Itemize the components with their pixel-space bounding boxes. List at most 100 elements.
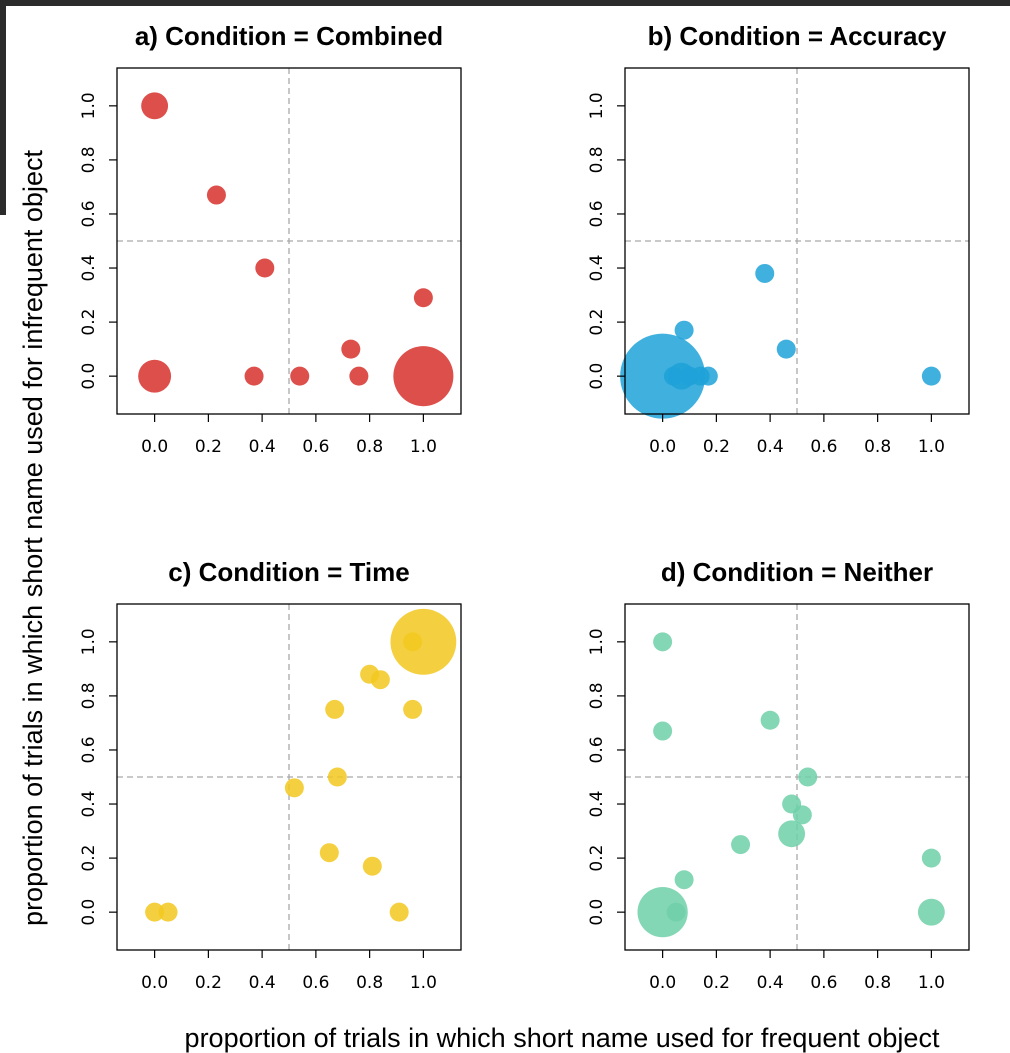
y-tick-label: 0.6 [79, 200, 99, 227]
x-tick-label: 0.4 [757, 437, 784, 457]
x-tick-label: 0.6 [302, 437, 329, 457]
y-tick-label: 0.6 [587, 736, 607, 763]
data-point [778, 820, 806, 848]
data-point [255, 258, 275, 278]
data-point [698, 366, 718, 386]
y-axis-label: proportion of trials in which short name… [18, 150, 48, 926]
x-tick-label: 0.8 [356, 437, 383, 457]
y-tick-label: 0.2 [79, 845, 99, 872]
plot-frame [624, 603, 970, 951]
y-tick-label: 0.4 [587, 255, 607, 282]
y-tick-label: 0.2 [587, 845, 607, 872]
data-point [284, 778, 304, 798]
panel-b: b) Condition = Accuracy 0.0 0.2 0.4 0.6 0.8 1.… [587, 21, 970, 457]
data-point [141, 92, 169, 120]
x-tick-label: 0.0 [649, 973, 676, 993]
x-axis-label: proportion of trials in which short name… [185, 1023, 940, 1053]
y-tick-label: 0.0 [587, 363, 607, 390]
y-tick-label: 0.0 [79, 363, 99, 390]
panel-title: b) Condition = Accuracy [648, 21, 947, 51]
data-point [917, 898, 945, 926]
x-tick-label: 1.0 [918, 437, 945, 457]
data-point [653, 721, 673, 741]
x-tick-label: 0.4 [249, 437, 276, 457]
y-tick-label: 0.0 [587, 899, 607, 926]
y-tick-label: 0.2 [79, 309, 99, 336]
y-tick-label: 0.4 [587, 791, 607, 818]
panel-a: a) Condition = Combined 0.0 0.2 0.4 0.6 0.8 1.… [79, 21, 462, 457]
data-point [390, 608, 457, 675]
y-tick-label: 0.8 [587, 146, 607, 173]
panel-title: a) Condition = Combined [135, 21, 443, 51]
data-point [138, 359, 172, 393]
plot-frame [116, 603, 462, 951]
y-tick-label: 0.8 [587, 682, 607, 709]
y-tick-label: 0.4 [79, 791, 99, 818]
plot-frame [624, 67, 970, 415]
x-tick-label: 0.8 [864, 437, 891, 457]
x-tick-label: 0.4 [757, 973, 784, 993]
data-point [389, 902, 409, 922]
panel-c: c) Condition = Time 0.0 0.2 0.4 0.6 0.8 1.0 0.0… [79, 557, 462, 993]
data-point [674, 870, 694, 890]
left-dark-band [0, 0, 6, 215]
x-tick-label: 0.2 [703, 437, 730, 457]
x-tick-label: 0.2 [195, 973, 222, 993]
y-tick-label: 0.8 [79, 146, 99, 173]
x-tick-label: 0.4 [249, 973, 276, 993]
x-tick-label: 0.2 [195, 437, 222, 457]
data-point [620, 333, 706, 419]
panels-group: a) Condition = Combined 0.0 0.2 0.4 0.6 0.8 1.… [79, 21, 970, 993]
y-tick-label: 1.0 [79, 92, 99, 119]
data-point [319, 843, 339, 863]
data-point [393, 346, 454, 407]
data-point [158, 902, 178, 922]
y-tick-label: 0.8 [79, 682, 99, 709]
panel-title: c) Condition = Time [168, 557, 409, 587]
data-point [362, 856, 382, 876]
x-tick-label: 1.0 [410, 973, 437, 993]
x-tick-label: 0.0 [141, 437, 168, 457]
data-point [674, 320, 694, 340]
figure-sheet [0, 6, 1010, 1053]
data-point [776, 339, 796, 359]
panel-d: d) Condition = Neither 0.0 0.2 0.4 0.6 0.8 1.0… [587, 557, 970, 993]
data-point [921, 366, 941, 386]
x-tick-label: 0.8 [864, 973, 891, 993]
x-tick-label: 0.8 [356, 973, 383, 993]
x-tick-label: 0.6 [302, 973, 329, 993]
data-point [145, 902, 165, 922]
data-point [798, 767, 818, 787]
data-point [792, 805, 812, 825]
y-tick-label: 1.0 [587, 92, 607, 119]
y-tick-label: 1.0 [79, 628, 99, 655]
data-point [370, 670, 390, 690]
y-tick-label: 0.6 [79, 736, 99, 763]
y-tick-label: 0.6 [587, 200, 607, 227]
x-tick-label: 0.6 [810, 973, 837, 993]
data-point [666, 902, 686, 922]
data-point [403, 632, 423, 652]
x-tick-label: 1.0 [410, 437, 437, 457]
data-point [637, 887, 688, 938]
data-point [653, 632, 673, 652]
data-point [349, 366, 369, 386]
data-point [413, 288, 433, 308]
data-point [760, 710, 780, 730]
x-tick-label: 0.6 [810, 437, 837, 457]
plot-frame [116, 67, 462, 415]
x-tick-label: 0.0 [141, 973, 168, 993]
x-tick-label: 0.0 [649, 437, 676, 457]
data-point [403, 699, 423, 719]
data-point [341, 339, 361, 359]
x-tick-label: 1.0 [918, 973, 945, 993]
data-point [327, 767, 347, 787]
y-tick-label: 0.2 [587, 309, 607, 336]
data-point [755, 263, 775, 283]
panel-title: d) Condition = Neither [661, 557, 933, 587]
data-point [206, 185, 226, 205]
x-tick-label: 0.2 [703, 973, 730, 993]
y-tick-label: 0.0 [79, 899, 99, 926]
y-tick-label: 0.4 [79, 255, 99, 282]
